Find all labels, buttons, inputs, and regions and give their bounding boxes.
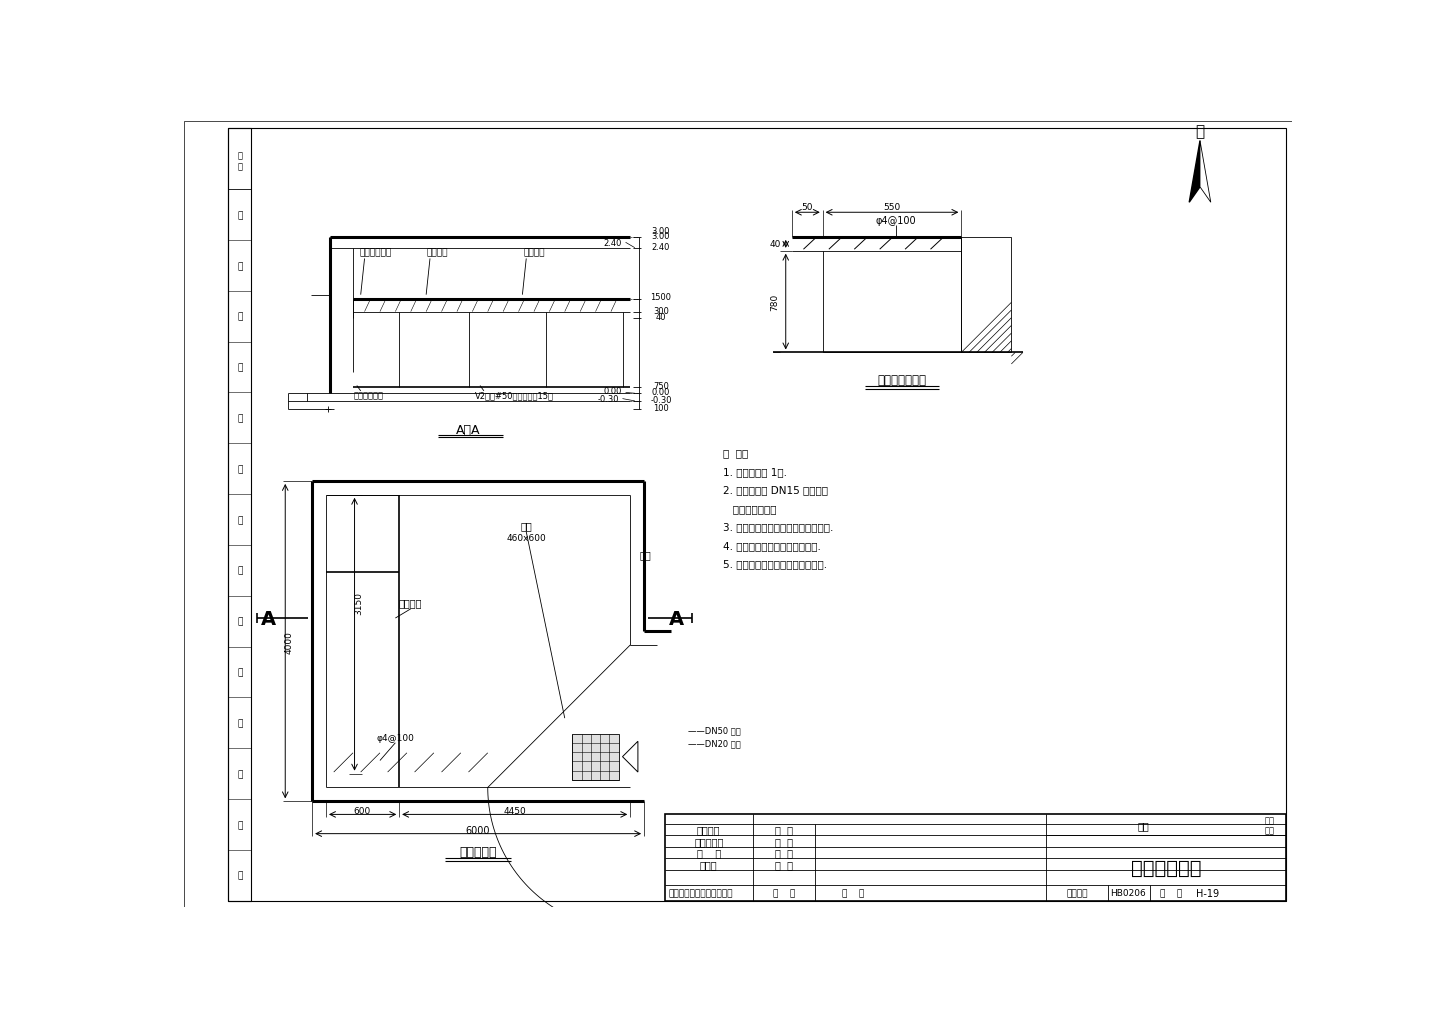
Text: 操作平台配筋图: 操作平台配筋图 (877, 374, 926, 386)
Text: 工程: 工程 (1138, 820, 1149, 830)
Text: 40: 40 (655, 313, 667, 321)
Bar (573, 734, 619, 780)
Text: A: A (261, 609, 276, 628)
Text: 5. 化验室地面做瓷砖面防滑地砖面.: 5. 化验室地面做瓷砖面防滑地砖面. (723, 558, 827, 569)
Text: 坐圈: 坐圈 (639, 550, 651, 560)
Text: 设: 设 (238, 162, 242, 171)
Bar (665, 814, 1286, 901)
Text: 某: 某 (238, 211, 242, 220)
Text: 设计编号: 设计编号 (1066, 889, 1087, 898)
Text: 日    期: 日 期 (842, 889, 864, 898)
Text: φ4@100: φ4@100 (376, 734, 415, 742)
Text: 瓷砖贴面: 瓷砖贴面 (523, 249, 544, 258)
Text: 4000: 4000 (285, 630, 294, 653)
Text: 计: 计 (238, 151, 242, 160)
Text: 程: 程 (238, 718, 242, 728)
Text: 460x600: 460x600 (507, 533, 546, 542)
Text: 水: 水 (238, 516, 242, 525)
Text: A－A: A－A (456, 424, 481, 436)
Text: 化验室剖面: 化验室剖面 (459, 845, 497, 858)
Text: 纺: 纺 (238, 262, 242, 271)
Text: H-19: H-19 (1197, 889, 1220, 898)
Text: 3150: 3150 (354, 592, 363, 614)
Text: 操作平台: 操作平台 (426, 249, 448, 258)
Bar (962, 237, 1011, 353)
Text: A: A (668, 609, 684, 628)
Text: 3. 操作平台面贴瓷砖瓷磨面加胶皮板.: 3. 操作平台面贴瓷砖瓷磨面加胶皮板. (723, 522, 832, 532)
Text: 审  核: 审 核 (775, 848, 793, 858)
Text: 批准审定: 批准审定 (697, 824, 720, 835)
Text: 550: 550 (883, 203, 900, 211)
Text: ——DN20 给水: ——DN20 给水 (688, 739, 740, 748)
Text: 处: 处 (238, 567, 242, 576)
Text: 主设人: 主设人 (700, 859, 717, 869)
Text: 40: 40 (769, 240, 780, 249)
Text: 0.00: 0.00 (652, 388, 670, 396)
Text: 3.00: 3.00 (652, 231, 670, 240)
Text: 组    长: 组 长 (697, 848, 721, 858)
Text: 图    号: 图 号 (1159, 889, 1182, 898)
Bar (229, 128, 252, 901)
Text: 100: 100 (654, 404, 668, 412)
Text: 比    例: 比 例 (773, 889, 795, 898)
Text: 600: 600 (354, 806, 372, 815)
Text: 300: 300 (654, 307, 670, 315)
Text: 2.40: 2.40 (603, 238, 622, 248)
Text: V2砖墙#50混合砂浆砌15厚: V2砖墙#50混合砂浆砌15厚 (475, 391, 554, 399)
Text: -0.30: -0.30 (598, 394, 619, 404)
Text: 2. 室内给水管 DN15 镀锌管，: 2. 室内给水管 DN15 镀锌管， (723, 485, 828, 495)
Text: 4. 操作平台下安装木门做药品柜.: 4. 操作平台下安装木门做药品柜. (723, 540, 821, 550)
Text: 设: 设 (238, 769, 242, 779)
Text: φ4@100: φ4@100 (876, 216, 916, 226)
Text: 工: 工 (238, 667, 242, 677)
Text: ——DN50 排水: ——DN50 排水 (688, 726, 740, 735)
Text: 4450: 4450 (504, 806, 526, 815)
Text: 水盆: 水盆 (520, 521, 533, 531)
Text: 50: 50 (802, 203, 814, 211)
Text: 设  计: 设 计 (775, 824, 793, 835)
Text: 工程负责人: 工程负责人 (694, 837, 723, 846)
Text: 0.00: 0.00 (603, 387, 622, 396)
Polygon shape (622, 742, 638, 772)
Polygon shape (1189, 142, 1200, 203)
Text: 化验室布置图: 化验室布置图 (1130, 859, 1201, 877)
Text: HB0206: HB0206 (1110, 889, 1146, 898)
Text: 院: 院 (238, 871, 242, 879)
Text: 织: 织 (238, 313, 242, 321)
Text: 北: 北 (1195, 124, 1205, 139)
Polygon shape (1200, 142, 1211, 203)
Text: 水泥瓷砖台面: 水泥瓷砖台面 (360, 249, 392, 258)
Text: 公: 公 (238, 363, 242, 372)
Text: 2.40: 2.40 (652, 243, 670, 252)
Text: 750: 750 (654, 382, 670, 390)
Text: 设计
阶段: 设计 阶段 (1264, 815, 1274, 835)
Text: 本图未加盖出图专用章无效: 本图未加盖出图专用章无效 (668, 889, 733, 898)
Text: 司: 司 (238, 414, 242, 423)
Text: 1500: 1500 (651, 293, 671, 303)
Text: 操作平台: 操作平台 (399, 598, 422, 608)
Text: 水泥砂浆基层: 水泥砂浆基层 (353, 391, 383, 399)
Text: 说  明：: 说 明： (723, 448, 747, 459)
Text: 计: 计 (238, 820, 242, 829)
Text: 制  图: 制 图 (775, 837, 793, 846)
Text: 接三联水嘴一套: 接三联水嘴一套 (723, 503, 776, 514)
Text: -0.30: -0.30 (651, 395, 671, 405)
Text: 780: 780 (770, 293, 779, 311)
Text: 理: 理 (238, 618, 242, 626)
Text: 校  核: 校 核 (775, 859, 793, 869)
Text: 1. 化验盆规格 1号.: 1. 化验盆规格 1号. (723, 467, 786, 477)
Text: 废: 废 (238, 465, 242, 474)
Text: 6000: 6000 (467, 825, 491, 835)
Text: 3.00: 3.00 (652, 227, 670, 236)
